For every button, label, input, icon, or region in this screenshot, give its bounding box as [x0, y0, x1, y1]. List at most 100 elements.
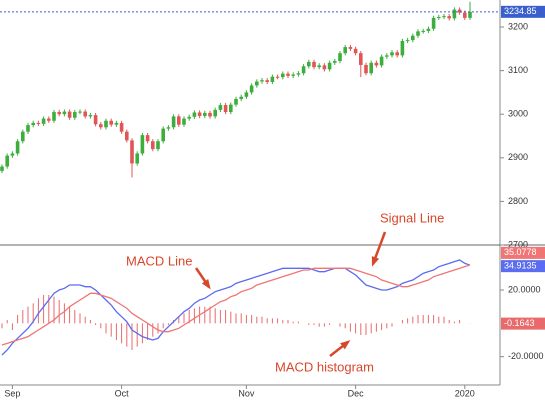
candle-body	[208, 112, 212, 117]
y-tick-label: 2800	[508, 196, 528, 206]
candle-body	[182, 118, 186, 125]
candle-body	[156, 141, 160, 150]
arrow-head	[201, 279, 211, 290]
annotation: MACD histogram	[275, 359, 374, 374]
y-tick-label: 2900	[508, 152, 528, 162]
candle-body	[281, 73, 285, 78]
candle-body	[52, 112, 56, 121]
x-tick-label: Dec	[348, 388, 365, 398]
candle-body	[135, 153, 139, 164]
candle-body	[411, 35, 415, 41]
candle-body	[21, 131, 25, 142]
candle-body	[187, 116, 191, 119]
candle-body	[343, 47, 347, 54]
candle-body	[57, 112, 61, 115]
candle-body	[275, 76, 280, 78]
candle-body	[239, 96, 243, 99]
candle-body	[395, 52, 399, 56]
candle-body	[359, 53, 363, 65]
candle-body	[171, 116, 176, 128]
candle-body	[379, 56, 384, 66]
candle-body	[385, 55, 389, 57]
candle-body	[291, 74, 295, 76]
candle-body	[83, 111, 87, 117]
candle-body	[322, 65, 327, 70]
macd-last-label-box	[501, 260, 545, 273]
x-tick-label: Sep	[4, 388, 20, 398]
signal-last-label: 35.0778	[504, 247, 537, 257]
candle-body	[177, 116, 181, 125]
y-tick-label: 3100	[508, 65, 528, 75]
macd-last-label: 34.9135	[504, 261, 537, 271]
candle-body	[369, 62, 373, 74]
y-tick-label: 3000	[508, 109, 528, 119]
candle-body	[145, 135, 150, 142]
candle-body	[452, 9, 457, 19]
candle-body	[270, 76, 275, 82]
candle-body	[400, 40, 405, 56]
candle-body	[26, 125, 30, 132]
annotation: MACD Line	[126, 253, 192, 268]
candle-body	[244, 92, 249, 97]
candle-body	[197, 112, 202, 116]
candle-body	[353, 48, 358, 54]
candle-body	[218, 105, 223, 110]
candle-body	[405, 40, 410, 42]
candle-body	[416, 31, 420, 36]
candle-body	[114, 122, 119, 125]
candle-body	[249, 85, 254, 93]
candle-body	[301, 66, 306, 74]
candle-body	[364, 64, 368, 74]
candle-body	[47, 118, 51, 121]
candle-body	[468, 11, 472, 18]
candle-body	[348, 47, 353, 49]
candle-body	[99, 124, 103, 128]
candle-body	[229, 104, 233, 113]
candle-body	[109, 120, 113, 125]
line-series	[1, 264, 471, 346]
candle-body	[36, 122, 41, 124]
line-series	[1, 259, 471, 356]
candle-body	[93, 115, 98, 125]
candle-body	[41, 118, 46, 124]
x-tick-label: Nov	[238, 388, 255, 398]
candle-body	[15, 141, 20, 154]
candle-body	[265, 80, 269, 82]
candle-body	[62, 111, 67, 115]
y-tick-label: -20.0000	[508, 351, 544, 361]
candle-body	[130, 140, 134, 164]
candle-body	[421, 30, 425, 32]
candle-body	[463, 12, 467, 18]
candle-body	[442, 16, 446, 18]
candle-body	[307, 61, 311, 67]
candle-body	[213, 109, 217, 117]
candle-body	[374, 62, 379, 66]
arrow-head	[340, 340, 351, 350]
candle-body	[437, 17, 441, 19]
histogram-last-label: -0.1643	[504, 318, 535, 328]
candle-body	[296, 73, 301, 75]
histogram-last-label-box	[501, 317, 545, 330]
candle-body	[312, 61, 316, 68]
signal-last-label-box	[501, 246, 545, 259]
candle-body	[338, 53, 342, 62]
candle-body	[119, 122, 124, 132]
candle-body	[166, 127, 171, 129]
candle-body	[260, 80, 264, 82]
candle-body	[5, 155, 9, 167]
candle-body	[10, 153, 15, 156]
candle-body	[78, 111, 82, 113]
candle-body	[203, 112, 207, 116]
candle-body	[192, 112, 197, 117]
candle-body	[426, 28, 431, 31]
candle-body	[327, 62, 332, 70]
candle-body	[151, 141, 155, 150]
candle-body	[0, 166, 4, 171]
candle-body	[317, 65, 321, 68]
candle-body	[431, 17, 436, 29]
candle-body	[140, 135, 145, 154]
candle-body	[67, 111, 72, 118]
y-tick-label: 3200	[508, 21, 528, 31]
